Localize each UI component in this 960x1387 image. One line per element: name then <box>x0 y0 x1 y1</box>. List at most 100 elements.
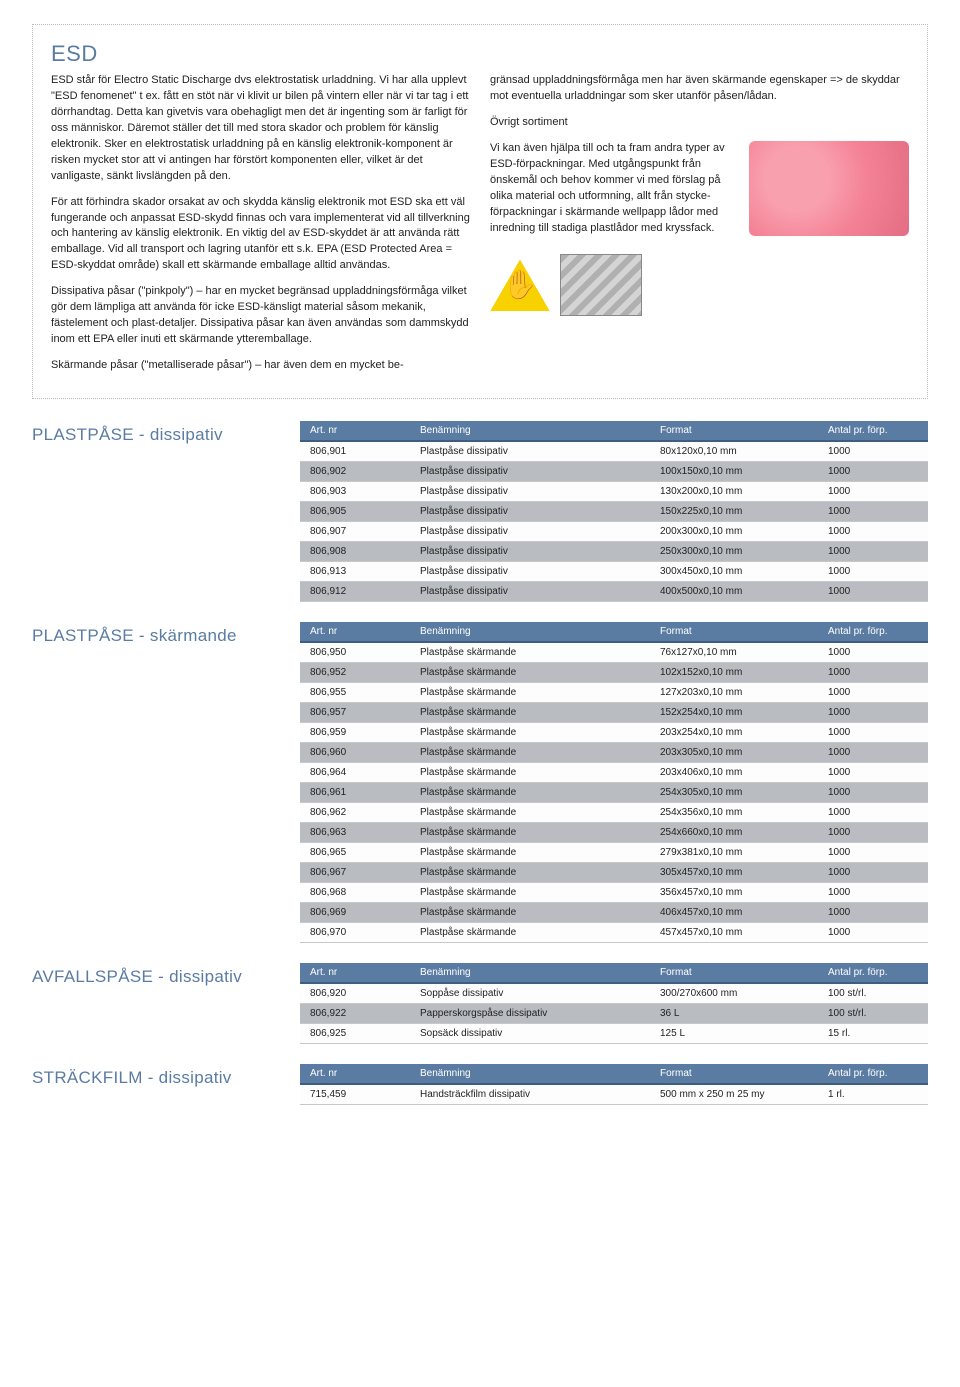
table-cell: 1000 <box>818 541 928 561</box>
column-header: Format <box>650 421 818 441</box>
table-cell: Plastpåse skärmande <box>410 642 650 663</box>
table-row: 806,962Plastpåse skärmande254x356x0,10 m… <box>300 802 928 822</box>
para: För att förhindra skador orsakat av och … <box>51 195 470 275</box>
table-cell: 806,902 <box>300 461 410 481</box>
table-cell: 806,961 <box>300 782 410 802</box>
table-cell: 300x450x0,10 mm <box>650 561 818 581</box>
table-cell: 806,957 <box>300 702 410 722</box>
table-cell: 279x381x0,10 mm <box>650 842 818 862</box>
table-cell: 254x660x0,10 mm <box>650 822 818 842</box>
table-cell: 356x457x0,10 mm <box>650 882 818 902</box>
table-cell: 200x300x0,10 mm <box>650 521 818 541</box>
column-header: Art. nr <box>300 963 410 983</box>
table-cell: 80x120x0,10 mm <box>650 441 818 462</box>
column-header: Art. nr <box>300 1064 410 1084</box>
table-cell: 150x225x0,10 mm <box>650 501 818 521</box>
table-row: 806,960Plastpåse skärmande203x305x0,10 m… <box>300 742 928 762</box>
table-cell: 806,903 <box>300 481 410 501</box>
table-cell: 806,964 <box>300 762 410 782</box>
table-cell: 806,968 <box>300 882 410 902</box>
table-cell: Soppåse dissipativ <box>410 983 650 1004</box>
section-title: PLASTPÅSE - dissipativ <box>32 421 272 602</box>
table-cell: 806,970 <box>300 922 410 942</box>
para: ESD står för Electro Static Discharge dv… <box>51 73 470 185</box>
table-cell: Plastpåse dissipativ <box>410 581 650 601</box>
table-cell: 806,950 <box>300 642 410 663</box>
table-cell: 500 mm x 250 m 25 my <box>650 1084 818 1105</box>
table-row: 806,967Plastpåse skärmande305x457x0,10 m… <box>300 862 928 882</box>
product-section: PLASTPÅSE - dissipativArt. nrBenämningFo… <box>32 421 928 602</box>
table-cell: 806,907 <box>300 521 410 541</box>
pinkpoly-image <box>749 141 909 236</box>
column-header: Format <box>650 1064 818 1084</box>
article-box: ESD ESD står för Electro Static Discharg… <box>32 24 928 399</box>
table-row: 806,961Plastpåse skärmande254x305x0,10 m… <box>300 782 928 802</box>
table-cell: 806,955 <box>300 682 410 702</box>
table-cell: 203x254x0,10 mm <box>650 722 818 742</box>
table-cell: 1000 <box>818 862 928 882</box>
table-cell: 1000 <box>818 722 928 742</box>
table-cell: Plastpåse skärmande <box>410 842 650 862</box>
table-cell: 36 L <box>650 1003 818 1023</box>
table-row: 806,969Plastpåse skärmande406x457x0,10 m… <box>300 902 928 922</box>
table-cell: 806,922 <box>300 1003 410 1023</box>
table-cell: 203x406x0,10 mm <box>650 762 818 782</box>
table-cell: 100x150x0,10 mm <box>650 461 818 481</box>
column-header: Antal pr. förp. <box>818 1064 928 1084</box>
para: Övrigt sortiment <box>490 115 909 131</box>
table-cell: 254x305x0,10 mm <box>650 782 818 802</box>
table-row: 806,912Plastpåse dissipativ400x500x0,10 … <box>300 581 928 601</box>
column-header: Art. nr <box>300 622 410 642</box>
table-cell: 806,962 <box>300 802 410 822</box>
table-cell: 1000 <box>818 742 928 762</box>
table-cell: Plastpåse skärmande <box>410 682 650 702</box>
metallized-bag-image <box>560 254 642 316</box>
table-row: 806,963Plastpåse skärmande254x660x0,10 m… <box>300 822 928 842</box>
column-header: Art. nr <box>300 421 410 441</box>
table-cell: 1000 <box>818 782 928 802</box>
product-section: STRÄCKFILM - dissipativArt. nrBenämningF… <box>32 1064 928 1105</box>
table-cell: Plastpåse skärmande <box>410 742 650 762</box>
product-section: AVFALLSPÅSE - dissipativArt. nrBenämning… <box>32 963 928 1044</box>
table-row: 806,970Plastpåse skärmande457x457x0,10 m… <box>300 922 928 942</box>
product-table: Art. nrBenämningFormatAntal pr. förp.806… <box>300 622 928 943</box>
table-cell: 806,925 <box>300 1023 410 1043</box>
table-cell: 250x300x0,10 mm <box>650 541 818 561</box>
table-cell: 806,905 <box>300 501 410 521</box>
table-row: 806,901Plastpåse dissipativ80x120x0,10 m… <box>300 441 928 462</box>
table-cell: 1000 <box>818 642 928 663</box>
section-title: PLASTPÅSE - skärmande <box>32 622 272 943</box>
product-table: Art. nrBenämningFormatAntal pr. förp.715… <box>300 1064 928 1105</box>
table-cell: 806,959 <box>300 722 410 742</box>
table-cell: 1000 <box>818 521 928 541</box>
column-header: Format <box>650 963 818 983</box>
table-cell: Plastpåse dissipativ <box>410 481 650 501</box>
table-cell: 1000 <box>818 461 928 481</box>
table-cell: 806,965 <box>300 842 410 862</box>
table-row: 806,908Plastpåse dissipativ250x300x0,10 … <box>300 541 928 561</box>
table-row: 806,952Plastpåse skärmande102x152x0,10 m… <box>300 662 928 682</box>
table-row: 806,959Plastpåse skärmande203x254x0,10 m… <box>300 722 928 742</box>
table-cell: 1000 <box>818 682 928 702</box>
table-cell: 76x127x0,10 mm <box>650 642 818 663</box>
table-cell: Plastpåse dissipativ <box>410 461 650 481</box>
table-cell: 1000 <box>818 822 928 842</box>
table-cell: 806,952 <box>300 662 410 682</box>
table-cell: 400x500x0,10 mm <box>650 581 818 601</box>
table-cell: 1000 <box>818 802 928 822</box>
table-cell: 305x457x0,10 mm <box>650 862 818 882</box>
table-cell: Papperskorgspåse dissipativ <box>410 1003 650 1023</box>
table-cell: Plastpåse dissipativ <box>410 501 650 521</box>
table-cell: 806,912 <box>300 581 410 601</box>
table-row: 806,920Soppåse dissipativ300/270x600 mm1… <box>300 983 928 1004</box>
table-cell: 1000 <box>818 441 928 462</box>
table-cell: 1000 <box>818 501 928 521</box>
table-cell: Plastpåse skärmande <box>410 822 650 842</box>
table-cell: 1000 <box>818 481 928 501</box>
table-cell: Plastpåse dissipativ <box>410 541 650 561</box>
para: Skärmande påsar ("metalliserade påsar") … <box>51 358 470 374</box>
table-cell: 1000 <box>818 561 928 581</box>
table-cell: 1000 <box>818 882 928 902</box>
table-cell: 406x457x0,10 mm <box>650 902 818 922</box>
table-row: 806,955Plastpåse skärmande127x203x0,10 m… <box>300 682 928 702</box>
